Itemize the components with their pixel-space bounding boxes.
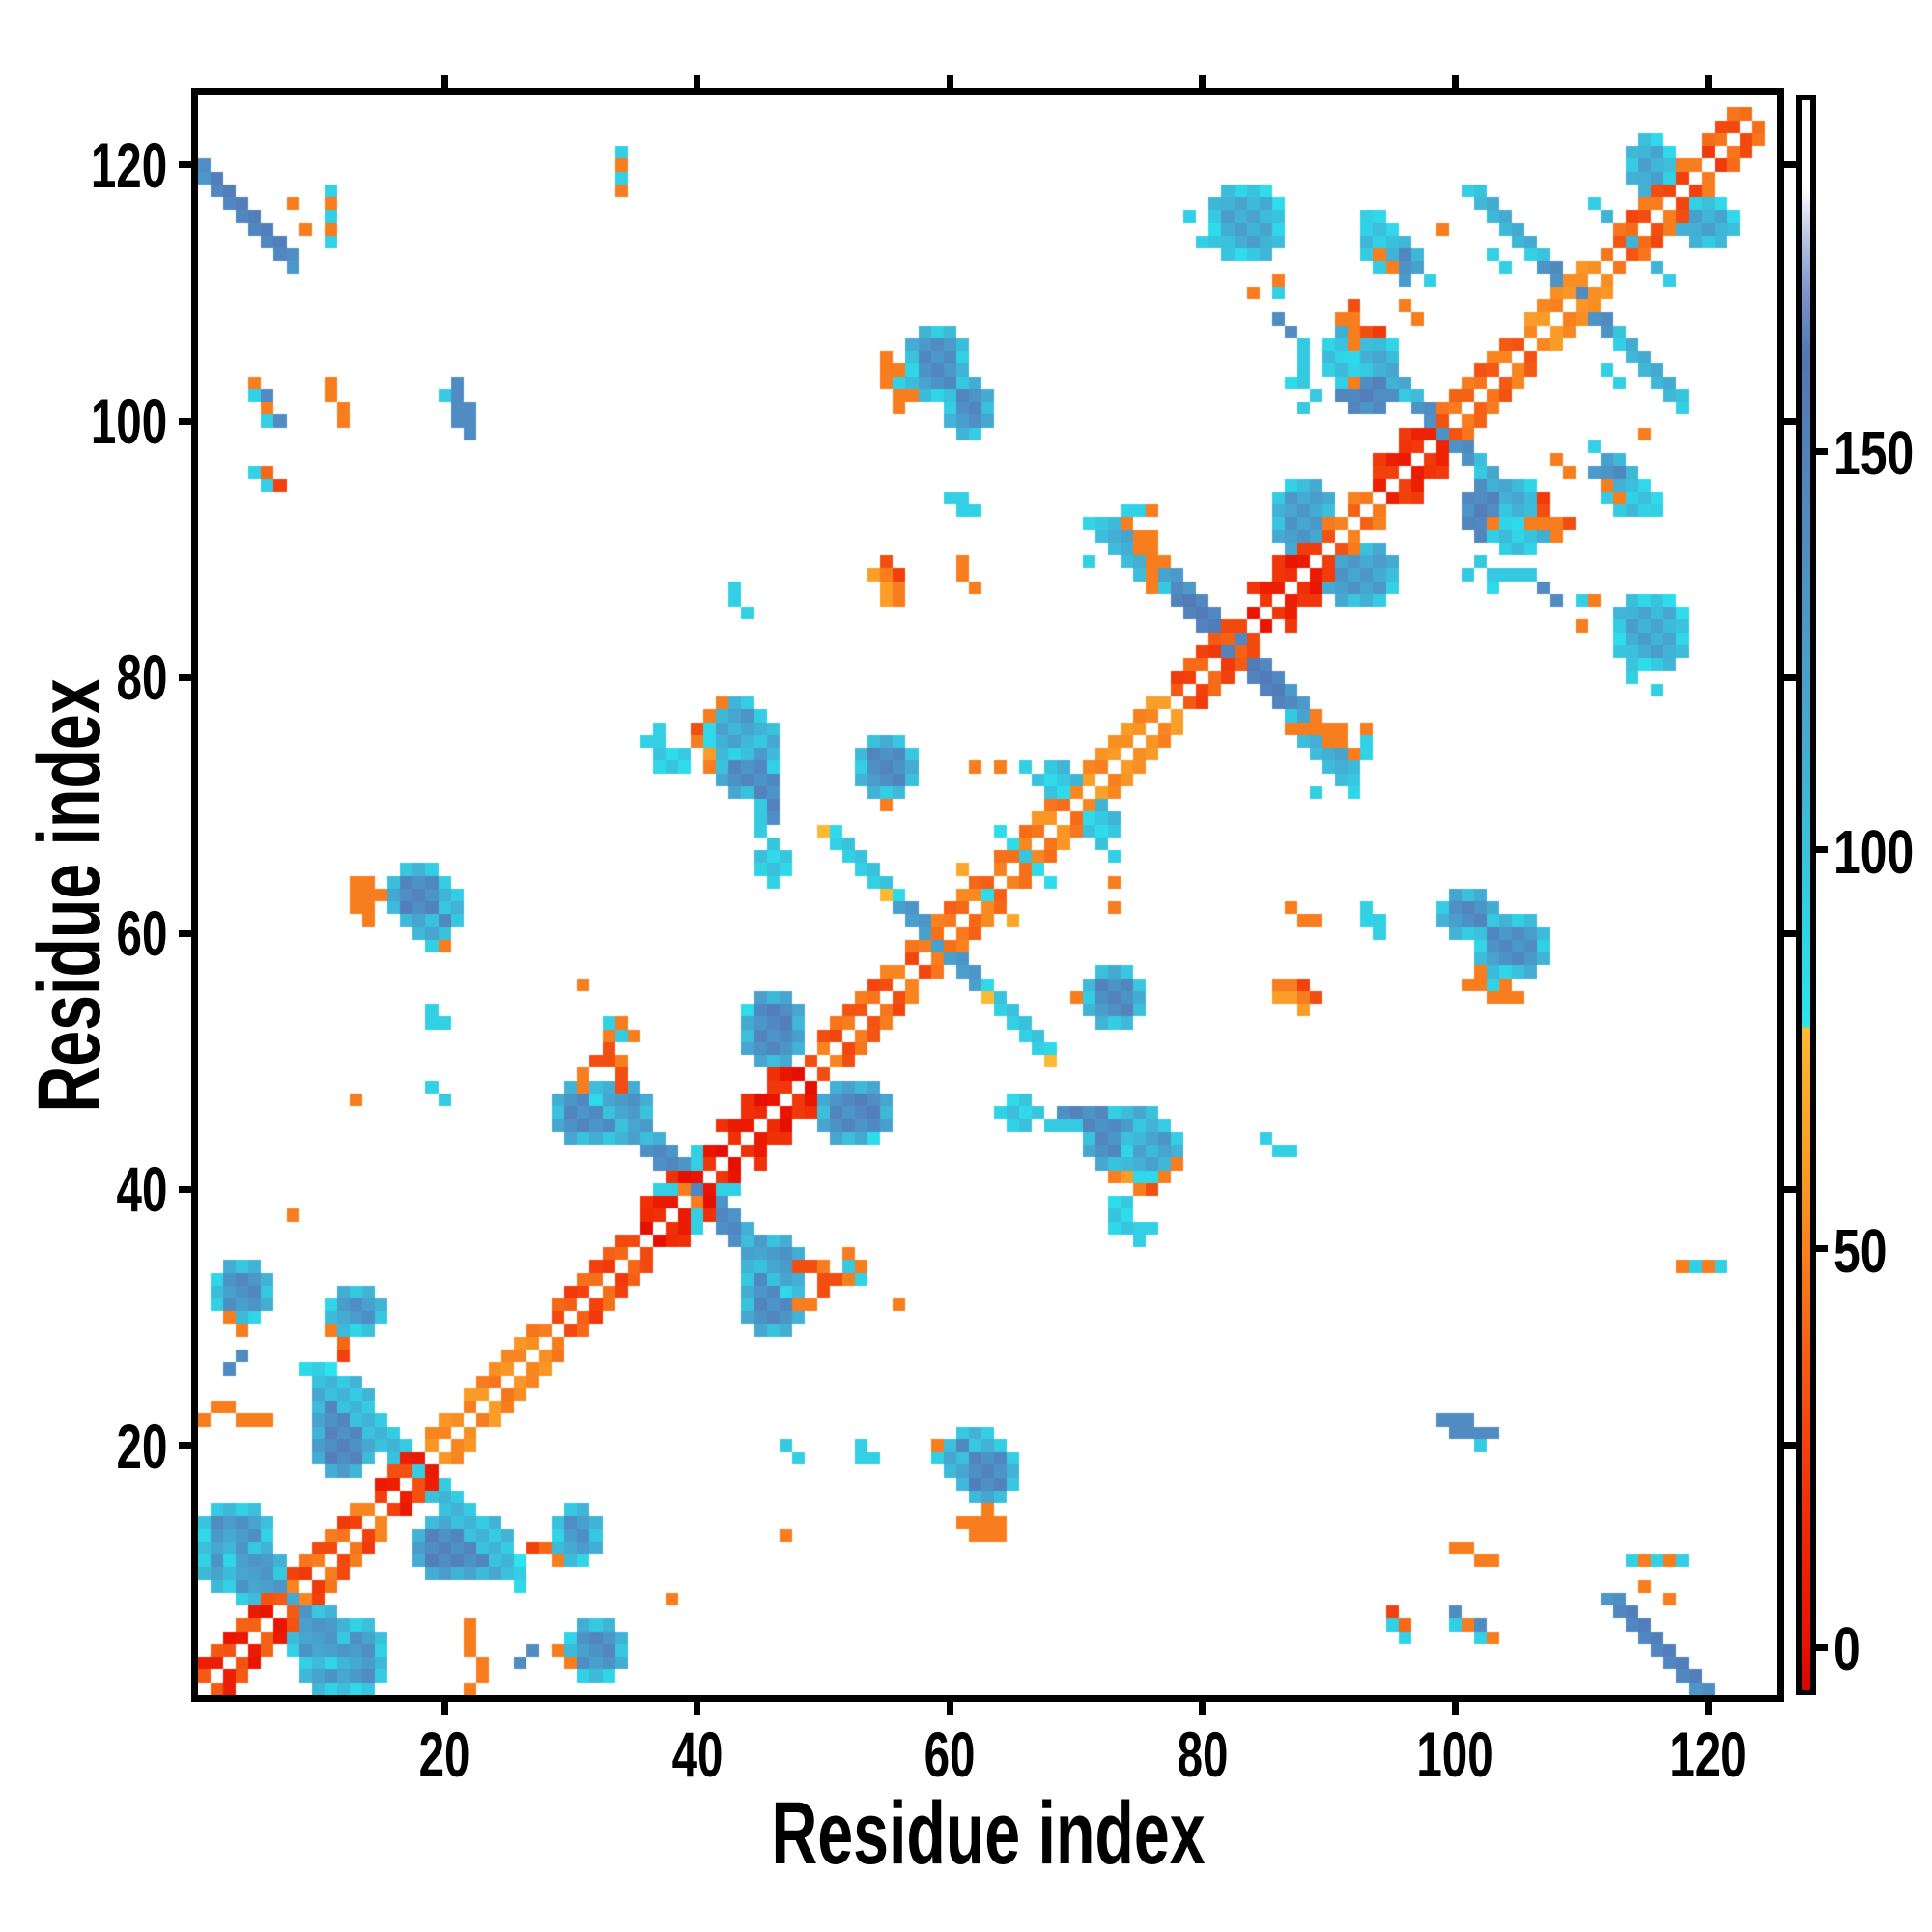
y-right-tick-120 (1784, 161, 1797, 169)
y-tick-60 (179, 929, 191, 937)
x-tick-120 (1704, 1702, 1712, 1715)
y-tick-label-text: 120 (90, 128, 167, 201)
x-tick-label-100: 100 (1402, 1722, 1508, 1786)
x-tick-label-60: 60 (915, 1722, 985, 1786)
y-tick-label-100: 100 (0, 389, 167, 453)
colorbar-tick-label-50: 50 (1833, 1220, 1902, 1282)
x-axis-label: Residue index (770, 1784, 1206, 1883)
x-tick-label-80: 80 (1167, 1722, 1237, 1786)
x-tick-label-text: 40 (671, 1719, 724, 1790)
colorbar-tick-label-150: 150 (1833, 422, 1932, 484)
y-tick-label-40: 40 (0, 1157, 167, 1221)
x-top-tick-20 (440, 75, 448, 88)
y-tick-label-text: 20 (116, 1409, 167, 1482)
y-tick-label-text: 60 (116, 897, 167, 970)
x-top-tick-120 (1704, 75, 1712, 88)
y-tick-label-120: 120 (0, 133, 167, 197)
colorbar-tick-label-text: 50 (1833, 1215, 1888, 1286)
x-tick-20 (440, 1702, 448, 1715)
y-tick-label-20: 20 (0, 1414, 167, 1478)
x-tick-60 (946, 1702, 953, 1715)
x-tick-80 (1199, 1702, 1207, 1715)
plot-frame (191, 88, 1784, 1702)
y-right-tick-100 (1784, 417, 1797, 425)
x-tick-label-text: 80 (1177, 1719, 1229, 1790)
y-tick-label-text: 40 (116, 1153, 167, 1226)
x-top-tick-40 (694, 75, 701, 88)
colorbar-tick-label-text: 150 (1833, 418, 1915, 489)
x-tick-label-text: 100 (1416, 1719, 1494, 1790)
x-tick-label-20: 20 (409, 1722, 479, 1786)
x-tick-label-text: 20 (418, 1719, 470, 1790)
colorbar-tick-0 (1816, 1643, 1828, 1651)
y-tick-label-80: 80 (0, 645, 167, 709)
y-tick-100 (179, 417, 191, 425)
colorbar-tick-100 (1816, 846, 1828, 854)
y-tick-20 (179, 1442, 191, 1449)
x-tick-label-120: 120 (1655, 1722, 1761, 1786)
x-top-tick-80 (1199, 75, 1207, 88)
colorbar-canvas (1802, 100, 1810, 1690)
x-top-tick-100 (1451, 75, 1459, 88)
x-tick-100 (1451, 1702, 1459, 1715)
y-tick-label-text: 100 (90, 385, 167, 458)
y-tick-40 (179, 1185, 191, 1193)
colorbar-tick-label-text: 0 (1833, 1614, 1861, 1685)
y-tick-80 (179, 673, 191, 681)
x-top-tick-60 (946, 75, 953, 88)
heatmap-canvas (198, 95, 1777, 1695)
x-tick-40 (694, 1702, 701, 1715)
y-axis-label: Residue index (20, 677, 119, 1113)
y-tick-label-60: 60 (0, 901, 167, 965)
colorbar-tick-label-text: 100 (1833, 816, 1915, 887)
x-tick-label-text: 120 (1669, 1719, 1747, 1790)
colorbar-tick-150 (1816, 447, 1828, 455)
x-tick-label-40: 40 (662, 1722, 732, 1786)
colorbar-tick-50 (1816, 1245, 1828, 1253)
y-right-tick-80 (1784, 673, 1797, 681)
y-right-tick-20 (1784, 1442, 1797, 1449)
y-tick-label-text: 80 (116, 641, 167, 714)
y-right-tick-60 (1784, 929, 1797, 937)
x-tick-label-text: 60 (923, 1719, 976, 1790)
y-right-tick-40 (1784, 1185, 1797, 1193)
y-tick-120 (179, 161, 191, 169)
colorbar-tick-label-100: 100 (1833, 821, 1932, 883)
colorbar-tick-label-0: 0 (1833, 1618, 1868, 1680)
